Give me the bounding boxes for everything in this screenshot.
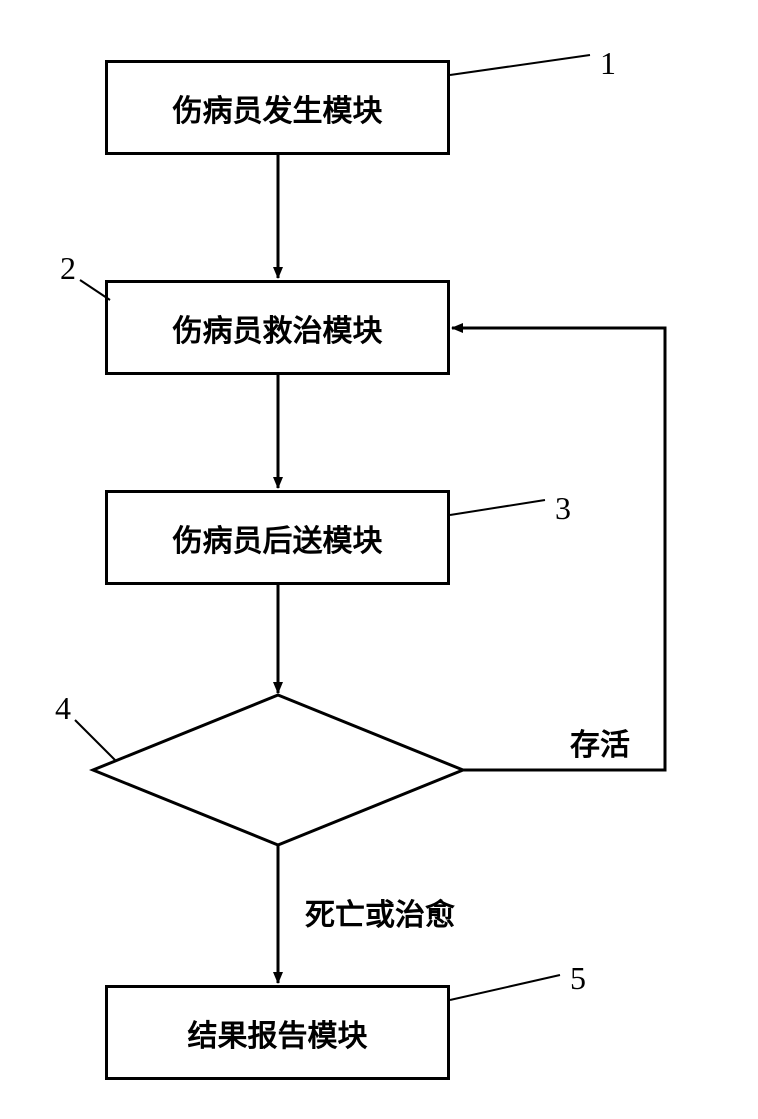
leader-3 xyxy=(450,500,545,515)
node-result-report: 结果报告模块 xyxy=(105,985,450,1080)
node-casualty-generate: 伤病员发生模块 xyxy=(105,60,450,155)
node-outcome-judge: 结局判断模块 xyxy=(178,752,378,796)
leader-5 xyxy=(450,975,560,1000)
edge-4-2-alive xyxy=(452,328,665,770)
leader-4 xyxy=(75,720,115,760)
num-label-2: 2 xyxy=(60,250,76,287)
num-label-3: 3 xyxy=(555,490,571,527)
num-label-1: 1 xyxy=(600,45,616,82)
edge-label-alive: 存活 xyxy=(570,720,630,764)
node-4-label: 结局判断模块 xyxy=(188,761,368,794)
edge-label-dead: 死亡或治愈 xyxy=(305,890,455,934)
num-label-5: 5 xyxy=(570,960,586,997)
leader-1 xyxy=(450,55,590,75)
num-label-4: 4 xyxy=(55,690,71,727)
node-casualty-evacuate: 伤病员后送模块 xyxy=(105,490,450,585)
node-2-label: 伤病员救治模块 xyxy=(173,306,383,350)
node-5-label: 结果报告模块 xyxy=(188,1011,368,1055)
node-3-label: 伤病员后送模块 xyxy=(173,516,383,560)
node-casualty-treat: 伤病员救治模块 xyxy=(105,280,450,375)
node-1-label: 伤病员发生模块 xyxy=(173,86,383,130)
flowchart-canvas: 伤病员发生模块 伤病员救治模块 伤病员后送模块 结果报告模块 结局判断模块 1 … xyxy=(0,0,758,1119)
diamond-outcome xyxy=(93,695,463,845)
